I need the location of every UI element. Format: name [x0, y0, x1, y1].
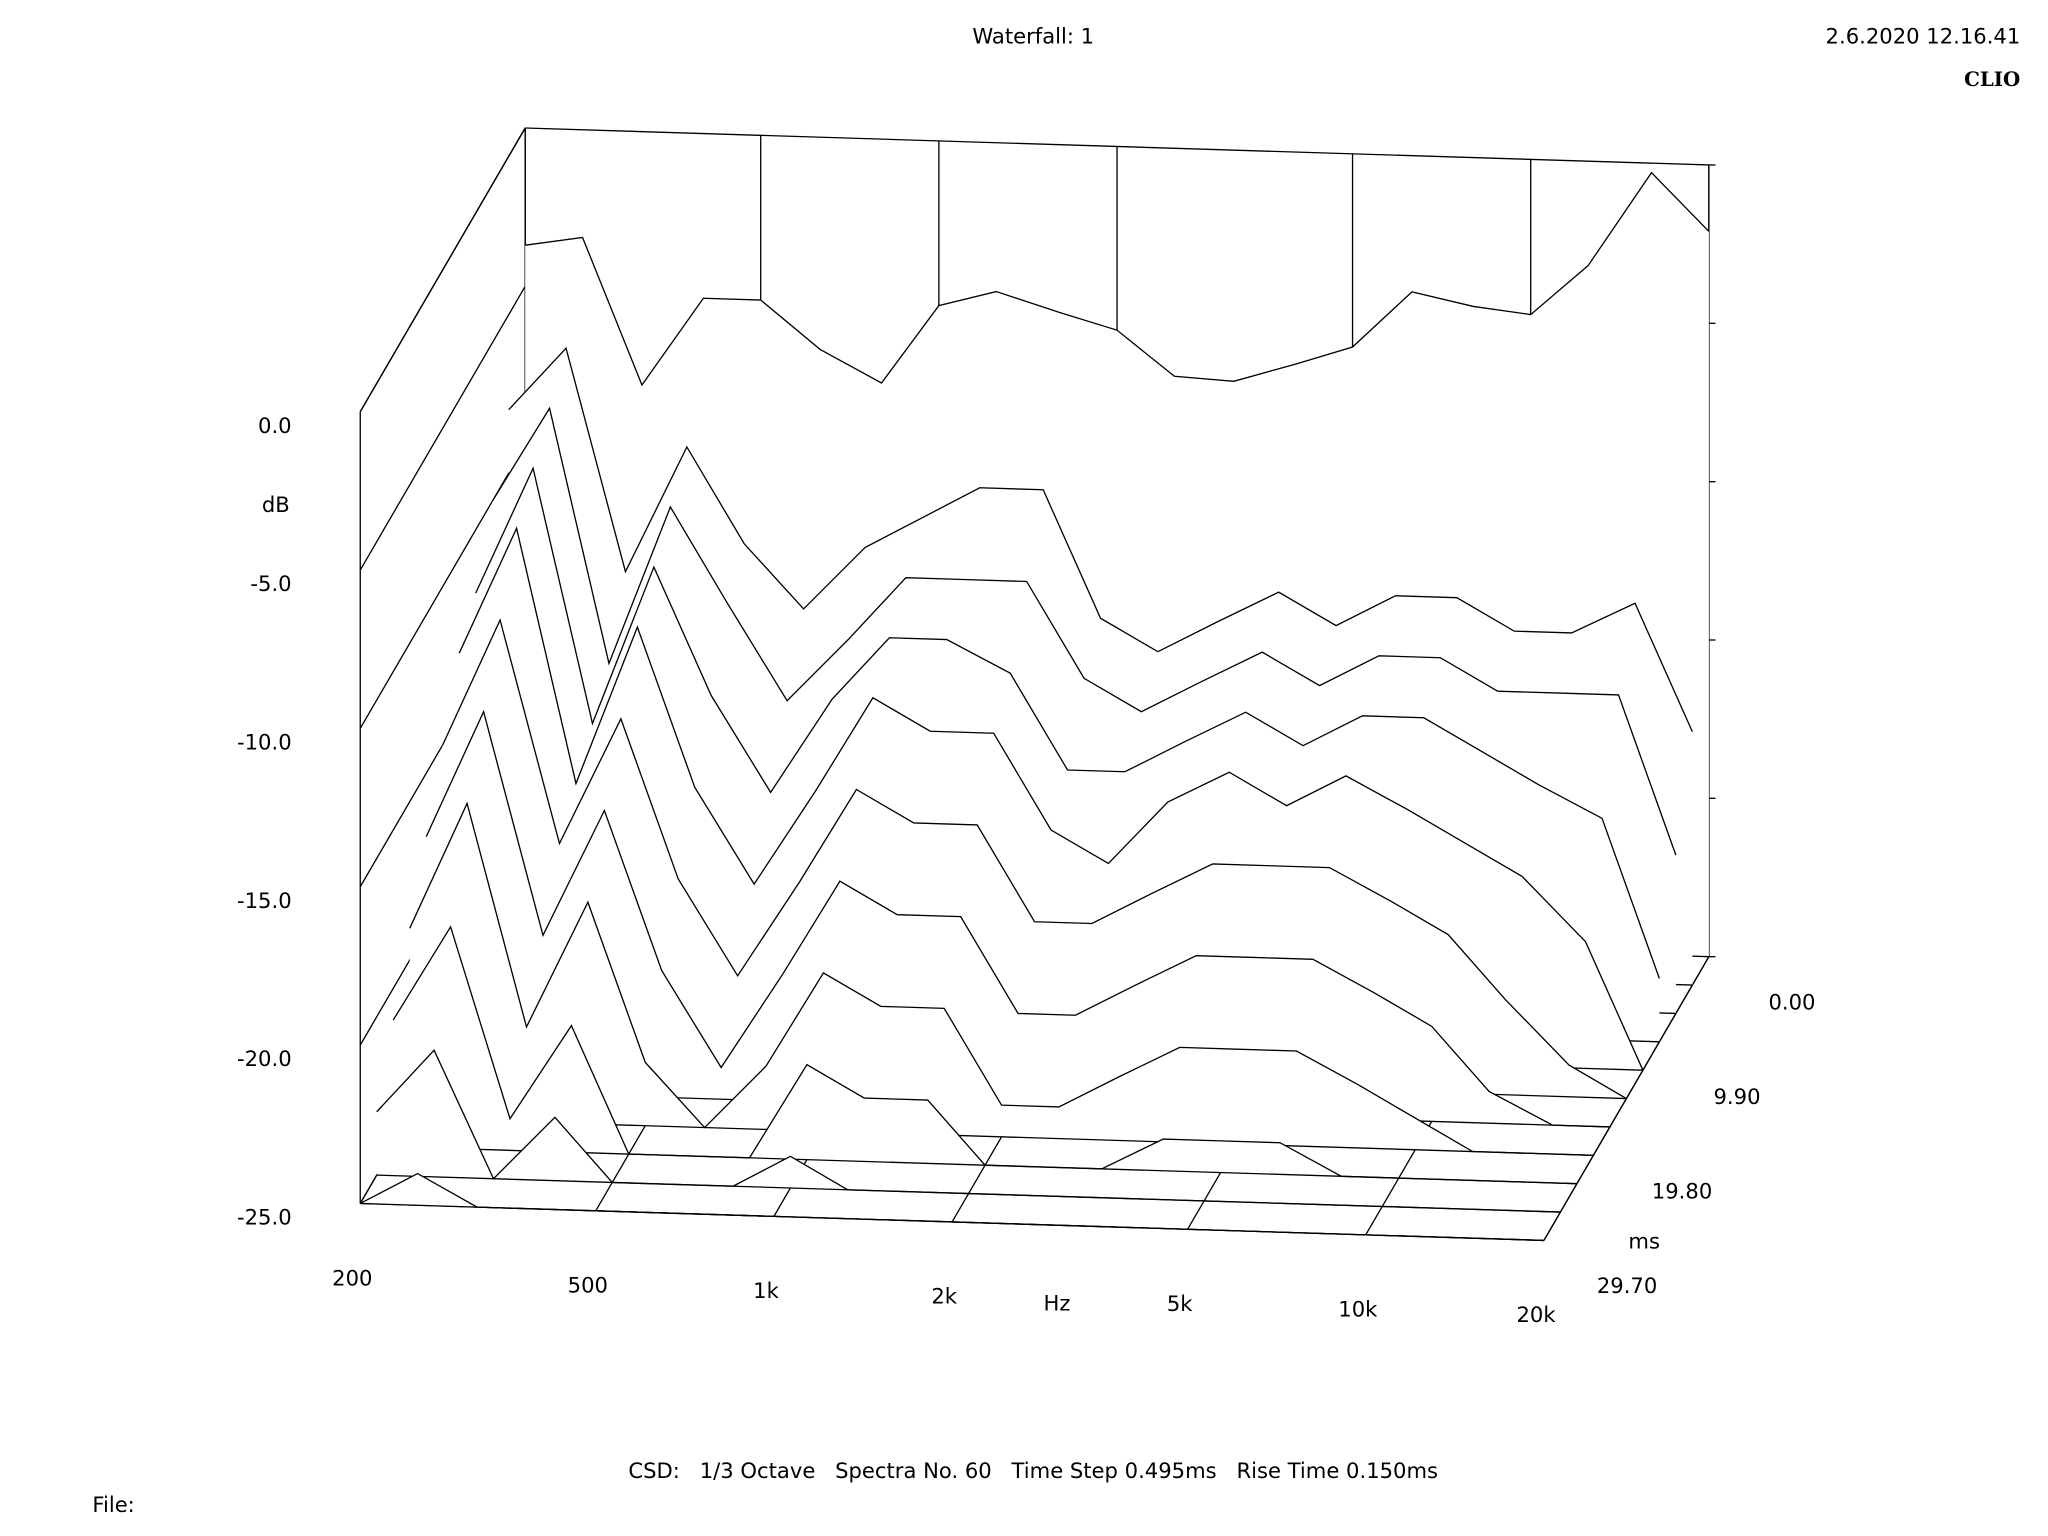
- spectrum-slice: [475, 466, 1661, 979]
- file-label: File:: [92, 1492, 134, 1517]
- timestamp: 2.6.2020 12.16.41: [1826, 24, 2021, 49]
- spectrum-slice: [409, 801, 1594, 1156]
- z-tick-label: 19.80: [1652, 1179, 1712, 1204]
- z-tick-label: 0.00: [1768, 989, 1815, 1014]
- y-tick-label: -10.0: [237, 730, 292, 755]
- chart-title: Waterfall: 1: [972, 24, 1094, 49]
- x-tick-label: 10k: [1338, 1297, 1378, 1322]
- grid-line: [359, 286, 526, 571]
- footer-item: CSD:: [628, 1458, 680, 1483]
- y-tick-label: -20.0: [237, 1046, 292, 1071]
- spectrum-slice: [359, 1172, 1544, 1242]
- spectrum-slice: [508, 346, 1693, 732]
- x-tick-label: 2k: [931, 1284, 957, 1309]
- x-tick-label: 500: [568, 1273, 608, 1298]
- x-tick-label: 20k: [1516, 1302, 1556, 1327]
- y-tick-label: -5.0: [250, 571, 291, 596]
- x-axis-label: Hz: [1044, 1290, 1071, 1315]
- y-axis-label: dB: [262, 492, 290, 517]
- spectrum-slice: [425, 709, 1610, 1128]
- footer-item: Spectra No. 60: [835, 1458, 992, 1483]
- z-axis-label: ms: [1628, 1228, 1660, 1253]
- slice-baseline: [376, 1174, 1561, 1213]
- brand: CLIO: [1964, 67, 2020, 91]
- x-tick-label: 200: [332, 1265, 372, 1290]
- slice-fill: [360, 1173, 1544, 1241]
- slice-baseline: [360, 1202, 1544, 1242]
- y-tick-label: -25.0: [237, 1205, 292, 1230]
- spectrum-slice: [458, 526, 1644, 1071]
- y-tick-label: 0.0: [258, 413, 292, 438]
- x-tick-label: 5k: [1167, 1291, 1193, 1316]
- footer: CSD: 1/3 Octave Spectra No. 60 Time Step 0.…: [628, 1458, 1438, 1483]
- spectrum-slice: [491, 406, 1677, 856]
- slice-fill: [409, 803, 1594, 1156]
- x-tick-label: 1k: [753, 1278, 779, 1303]
- footer-item: Rise Time 0.150ms: [1236, 1458, 1438, 1483]
- footer-item: Time Step 0.495ms: [1011, 1458, 1217, 1483]
- y-tick-label: -15.0: [237, 888, 292, 913]
- slice-fill: [426, 711, 1610, 1127]
- grid-line: [359, 127, 526, 413]
- z-tick-label: 29.70: [1597, 1273, 1657, 1298]
- spectrum-slice: [525, 171, 1710, 387]
- spectrum-slice: [442, 618, 1627, 1100]
- z-tick-label: 9.90: [1714, 1084, 1761, 1109]
- footer-item: 1/3 Octave: [700, 1458, 816, 1483]
- slice-baseline: [393, 1146, 1577, 1185]
